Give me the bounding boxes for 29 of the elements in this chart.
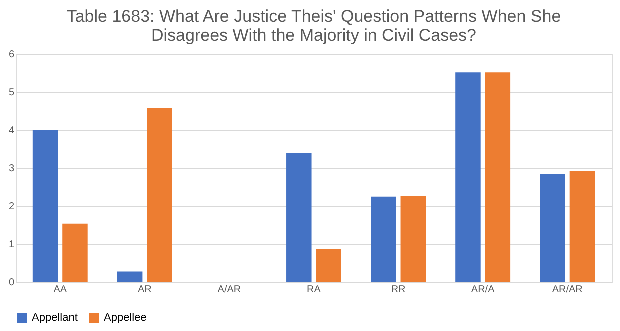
bar: [32, 130, 58, 282]
bar: [117, 272, 143, 282]
x-tick-label: AA: [54, 284, 68, 296]
bar: [540, 174, 566, 282]
y-tick-label: 5: [8, 88, 15, 98]
bar: [62, 224, 88, 282]
x-tick-label: AR/AR: [552, 284, 583, 296]
y-tick-label: 2: [8, 202, 15, 212]
bar: [456, 72, 481, 282]
x-tick-label: RA: [307, 284, 322, 296]
x-tick-label: A/AR: [218, 284, 242, 296]
bar: [485, 72, 511, 282]
x-tick-label: AR/A: [471, 284, 496, 296]
y-tick-label: 3: [8, 164, 15, 174]
bar: [570, 171, 596, 282]
legend-label: Appellant: [32, 312, 78, 324]
bar: [316, 249, 342, 282]
bar: [286, 154, 312, 282]
x-tick-label: RR: [391, 284, 406, 296]
bar: [147, 108, 172, 282]
bar: [371, 196, 396, 282]
x-tick-label: AR: [138, 284, 152, 296]
y-tick-label: 6: [8, 50, 15, 60]
chart-title: Table 1683: What Are Justice Theis' Question Patterns When She Disagrees With the Majority in Civil Cases?: [66, 7, 562, 45]
bar: [400, 196, 426, 282]
y-tick-label: 0: [8, 278, 15, 288]
y-tick-label: 1: [8, 240, 15, 250]
y-tick-label: 4: [8, 126, 15, 136]
legend-label: Appellee: [104, 312, 147, 324]
